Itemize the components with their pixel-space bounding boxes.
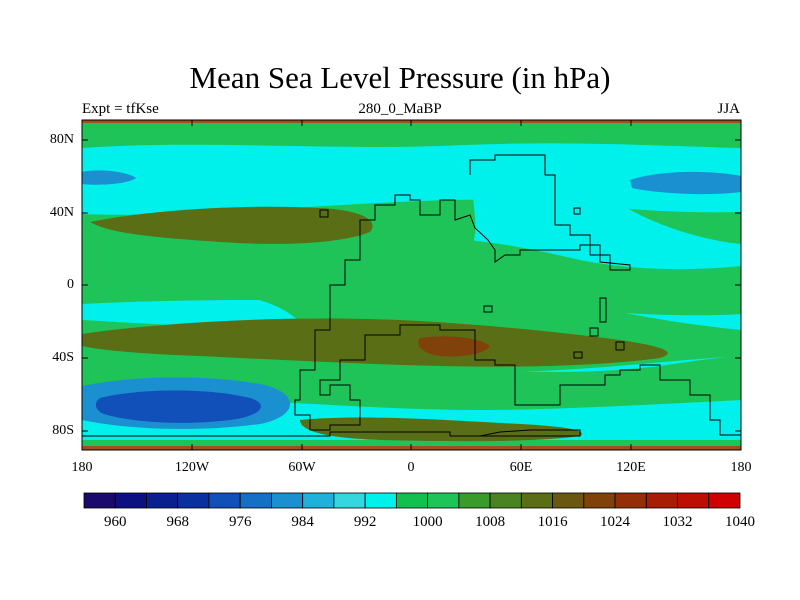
colorbar-label: 960 [103, 514, 127, 530]
antarctic-high [300, 417, 582, 442]
colorbar-swatch [708, 492, 741, 509]
colorbar-swatch [114, 492, 147, 509]
colorbar-swatch [271, 492, 304, 509]
colorbar-label: 976 [228, 514, 252, 530]
colorbar-swatch [146, 492, 179, 509]
colorbar-label: 1000 [412, 514, 443, 530]
lat-tick-label: 80N [49, 132, 74, 147]
colorbar-swatch [83, 492, 116, 509]
colorbar-swatch [677, 492, 710, 509]
colorbar-label: 968 [166, 514, 189, 530]
continent-outline [294, 154, 741, 436]
island-1 [319, 209, 329, 218]
colorbar-swatch [458, 492, 491, 509]
pacific-cyan [82, 293, 300, 326]
lon-tick-label: 120E [616, 460, 646, 475]
north-high-band [90, 206, 373, 244]
island-6 [589, 327, 599, 337]
colorbar-label: 1032 [662, 514, 693, 530]
colorbar-swatch [395, 492, 429, 509]
colorbar [83, 492, 741, 509]
colorbar-swatch [239, 492, 272, 509]
lon-tick-label: 120W [174, 460, 210, 475]
colorbar-label: 984 [291, 514, 314, 530]
colorbar-label: 1008 [475, 514, 506, 530]
colorbar-swatch [333, 492, 366, 509]
south-high-band [82, 318, 668, 367]
island-3 [573, 351, 583, 359]
colorbar-label: 1016 [537, 514, 568, 530]
lon-tick-label: 0 [407, 460, 415, 475]
lon-tick-label: 60W [288, 460, 316, 475]
colorbar-label: 992 [353, 514, 377, 530]
colorbar-label: 1024 [600, 514, 631, 530]
plot-title: Mean Sea Level Pressure (in hPa) [189, 60, 611, 95]
north-pacific-low [630, 171, 741, 195]
lat-tick-label: 0 [67, 277, 74, 292]
island-4 [573, 207, 581, 215]
antarctic-outline [82, 429, 581, 437]
colorbar-swatch [552, 492, 585, 509]
lon-tick-label: 60E [509, 460, 533, 475]
colorbar-swatch [364, 492, 397, 509]
colorbar-swatch [520, 492, 553, 509]
lat-tick-label: 40N [49, 205, 74, 220]
island-5 [599, 297, 607, 323]
colorbar-swatch [208, 492, 241, 509]
lat-tick-label: 80S [52, 423, 74, 438]
colorbar-swatch [489, 492, 522, 509]
island-2 [483, 305, 493, 313]
colorbar-swatch [177, 492, 210, 509]
colorbar-swatch [645, 492, 678, 509]
pressure-field [82, 120, 741, 450]
axis-ticks [81, 120, 742, 450]
colorbar-label: 1040 [725, 514, 755, 530]
island-7 [615, 341, 625, 351]
south-high-core [418, 336, 490, 357]
season-label: JJA [717, 101, 740, 117]
lat-tick-label: 40S [52, 350, 74, 365]
period-label: 280_0_MaBP [358, 101, 442, 117]
lon-tick-label: 180 [730, 460, 752, 475]
experiment-label: Expt = tfKse [82, 101, 159, 117]
colorbar-swatch [614, 492, 647, 509]
south-pacific-low-core [95, 390, 261, 423]
colorbar-swatch [427, 492, 460, 509]
tropics-green [82, 237, 741, 316]
colorbar-swatch [302, 492, 335, 509]
lon-tick-label: 180 [71, 460, 93, 475]
north-atlantic-low [82, 170, 136, 185]
colorbar-swatch [583, 492, 616, 509]
